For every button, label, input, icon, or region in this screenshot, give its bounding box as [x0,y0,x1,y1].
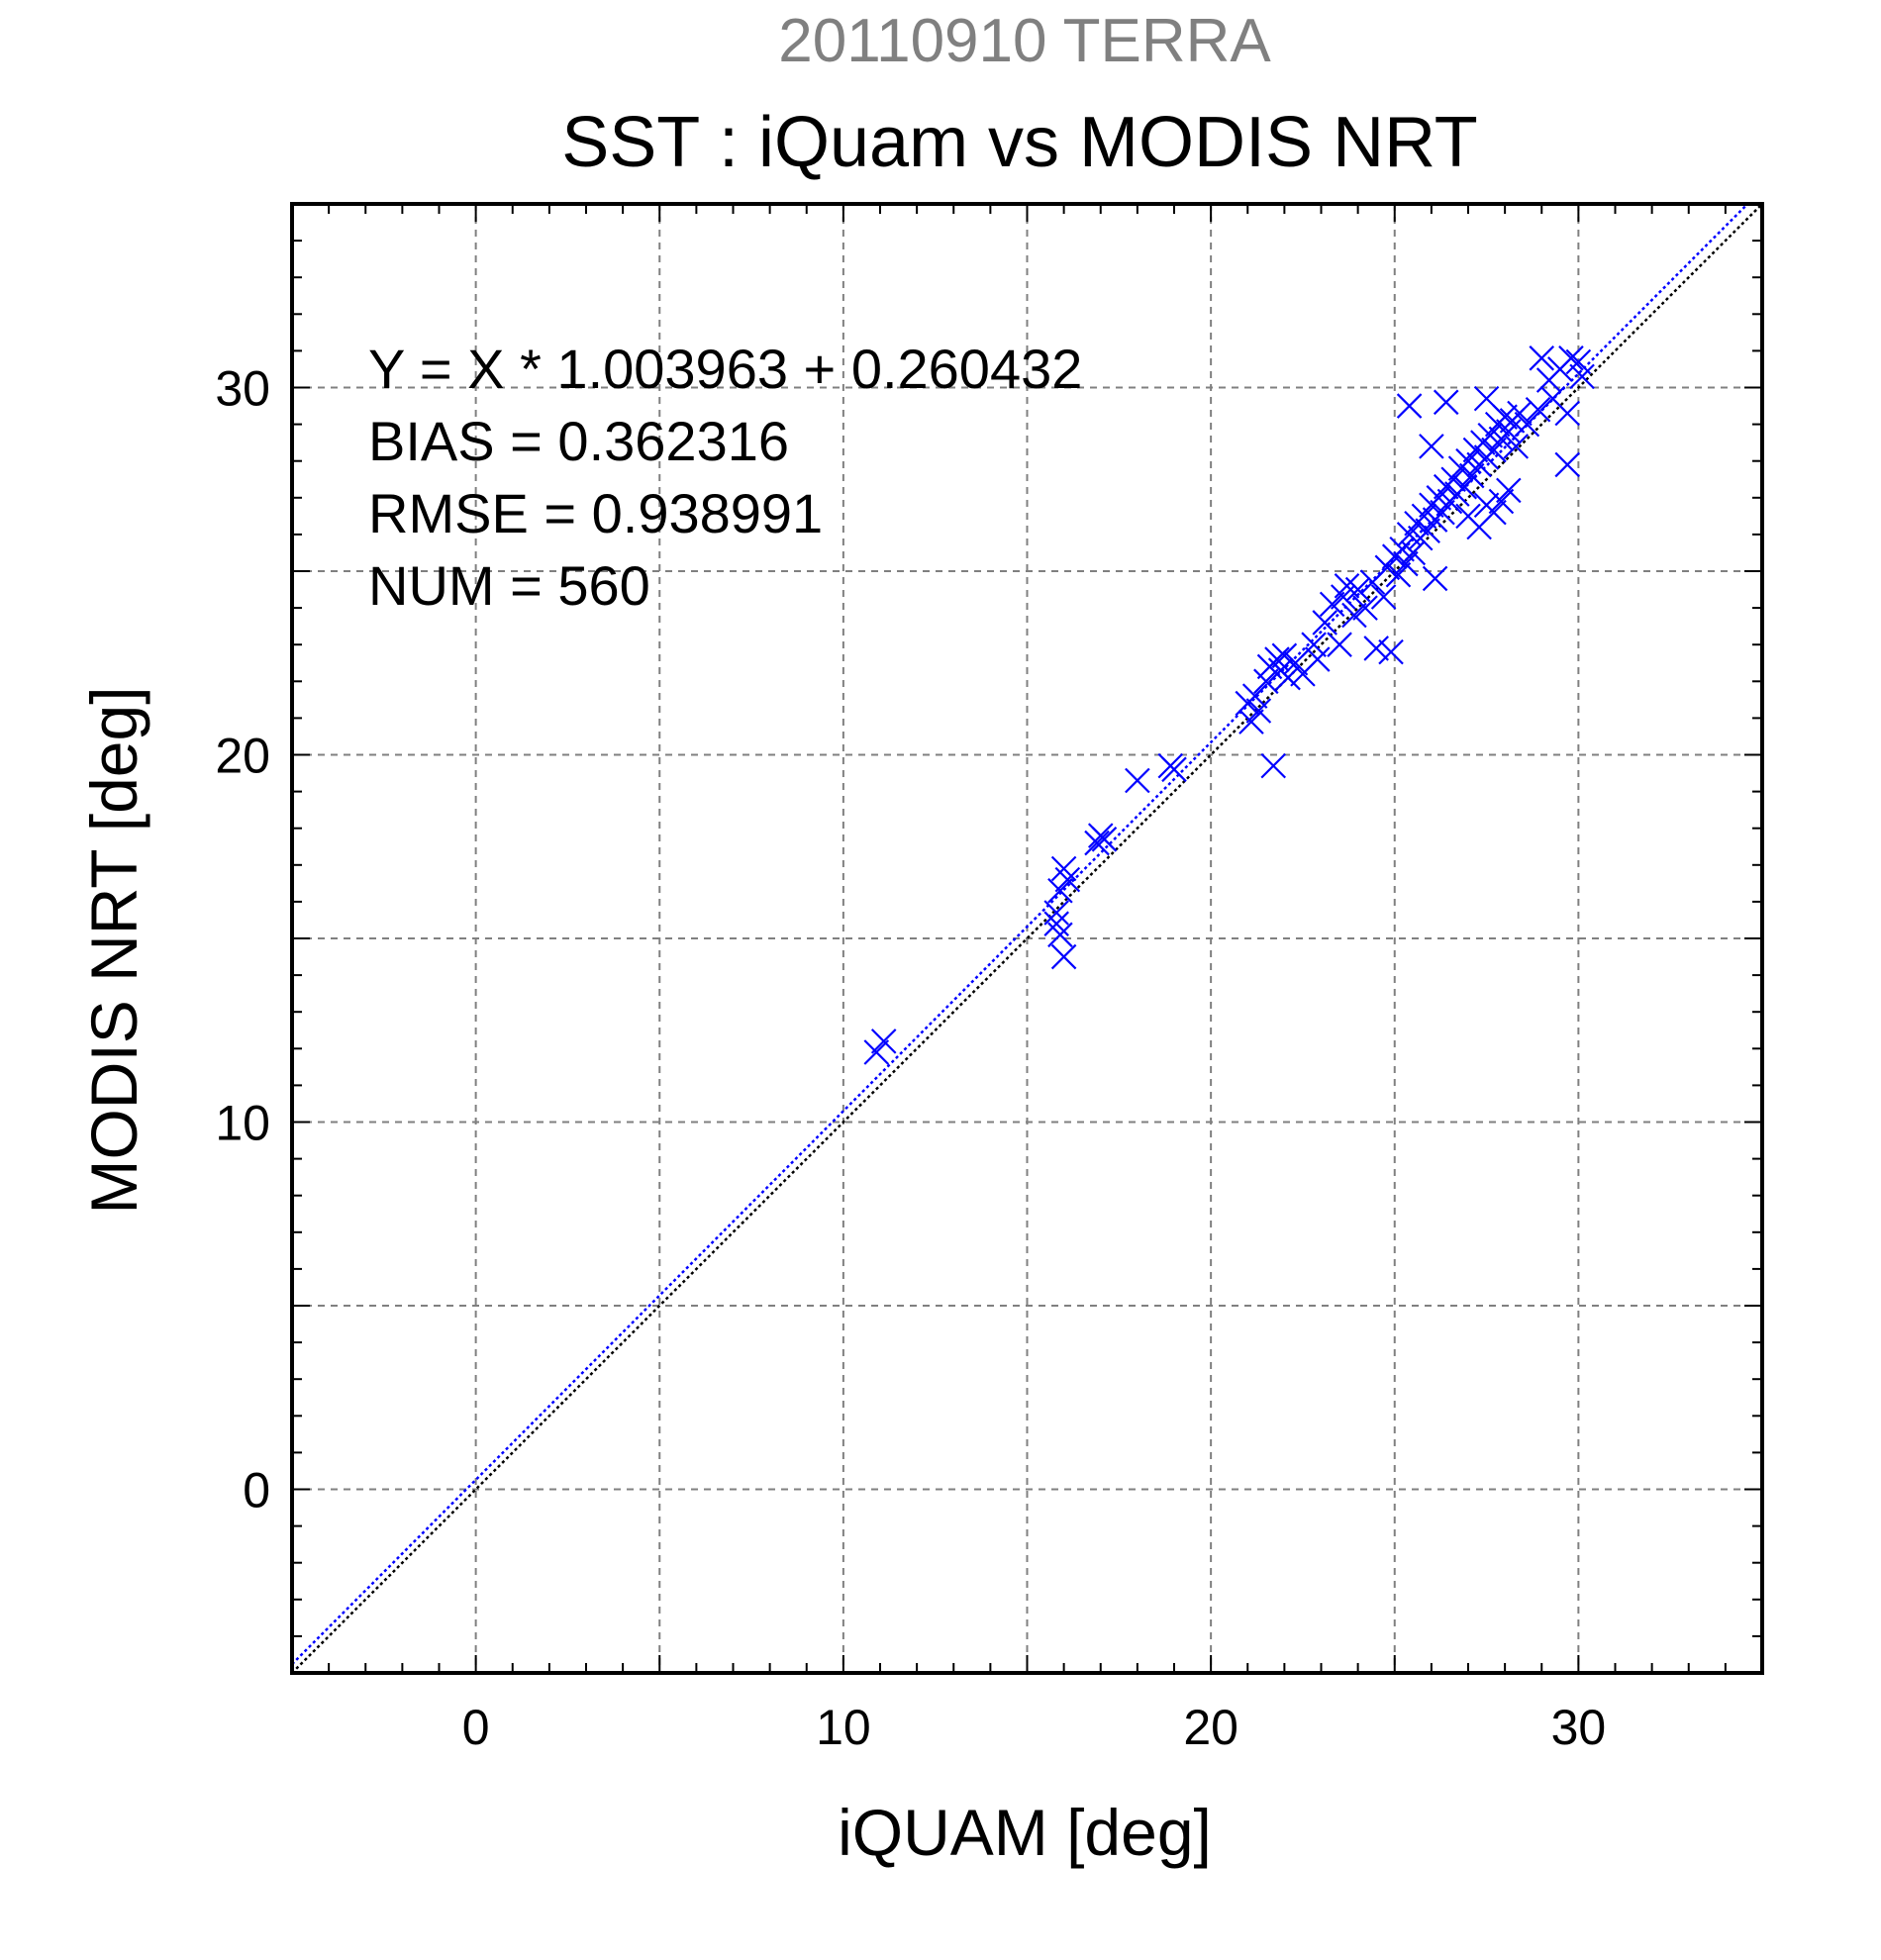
data-point [1433,389,1459,416]
data-point [1312,610,1337,636]
data-point [1125,767,1150,794]
regression-line [291,203,1749,1665]
chart-title: SST : iQuam vs MODIS NRT [561,103,1478,182]
y-tick-label: 20 [215,729,270,784]
data-point [1043,900,1069,926]
data-point [1370,584,1397,610]
stats-line: BIAS = 0.362316 [368,410,789,472]
data-point [1084,830,1110,856]
data-point [1327,632,1352,657]
data-point [870,1029,897,1054]
stats-line: RMSE = 0.938991 [368,482,823,544]
grid [292,204,1762,1673]
data-point [1503,434,1530,459]
data-point [1451,473,1478,500]
data-points [863,345,1595,1065]
data-point [1305,646,1331,672]
y-tick-label: 0 [243,1463,270,1519]
data-point [1050,943,1077,970]
data-point [1054,866,1081,893]
data-point [1245,698,1272,724]
chart-subtitle: 20110910 TERRA [778,7,1271,75]
data-point [1565,348,1592,375]
data-point [1319,591,1345,618]
data-point [1440,466,1466,493]
data-point [1558,345,1584,371]
data-point [1496,477,1522,504]
data-point [1161,756,1187,783]
x-tick-label: 30 [1551,1700,1607,1755]
data-point [1047,877,1073,904]
data-point [1091,827,1118,852]
data-point [1415,518,1440,543]
stats-line: Y = X * 1.003963 + 0.260432 [368,338,1082,400]
statistics-box: Y = X * 1.003963 + 0.260432 BIAS = 0.3623… [368,338,1082,617]
data-point [1301,632,1327,657]
data-point [1430,499,1455,526]
x-tick-label: 10 [816,1700,871,1755]
x-tick-label: 20 [1183,1700,1238,1755]
data-point [1539,385,1566,412]
data-point [1241,683,1268,709]
data-point [1419,434,1444,459]
data-point [1473,385,1500,412]
y-axis-label: MODIS NRT [deg] [77,686,150,1214]
data-point [1344,576,1371,603]
data-point [863,1039,890,1065]
reference-lines [291,203,1763,1674]
data-point [1352,595,1378,621]
data-point [1525,396,1551,423]
data-point [1400,539,1427,566]
data-point [1385,561,1412,588]
data-point [1514,411,1540,438]
data-point [1363,636,1389,661]
x-tick-label: 0 [462,1700,490,1755]
data-point [1554,451,1581,478]
x-axis-label: iQUAM [deg] [838,1796,1212,1869]
data-point [1529,345,1555,371]
y-tick-label: 10 [215,1096,270,1151]
data-point [1238,709,1264,735]
data-point [1378,638,1404,665]
data-point [1396,393,1423,419]
data-point [1393,550,1419,577]
plot-frame [290,202,1764,1675]
data-point [1458,462,1485,489]
stats-line: NUM = 560 [368,554,650,617]
data-point [1275,664,1301,691]
data-point [1341,602,1367,629]
identity-line [291,203,1763,1674]
data-point [1569,363,1595,390]
data-point [1253,668,1279,695]
y-tick-label: 30 [215,361,270,417]
data-point [1488,488,1515,515]
data-point [1481,499,1507,526]
data-point [1260,752,1287,779]
data-point [1043,911,1069,936]
data-point [1422,565,1448,592]
data-point [1481,437,1507,463]
